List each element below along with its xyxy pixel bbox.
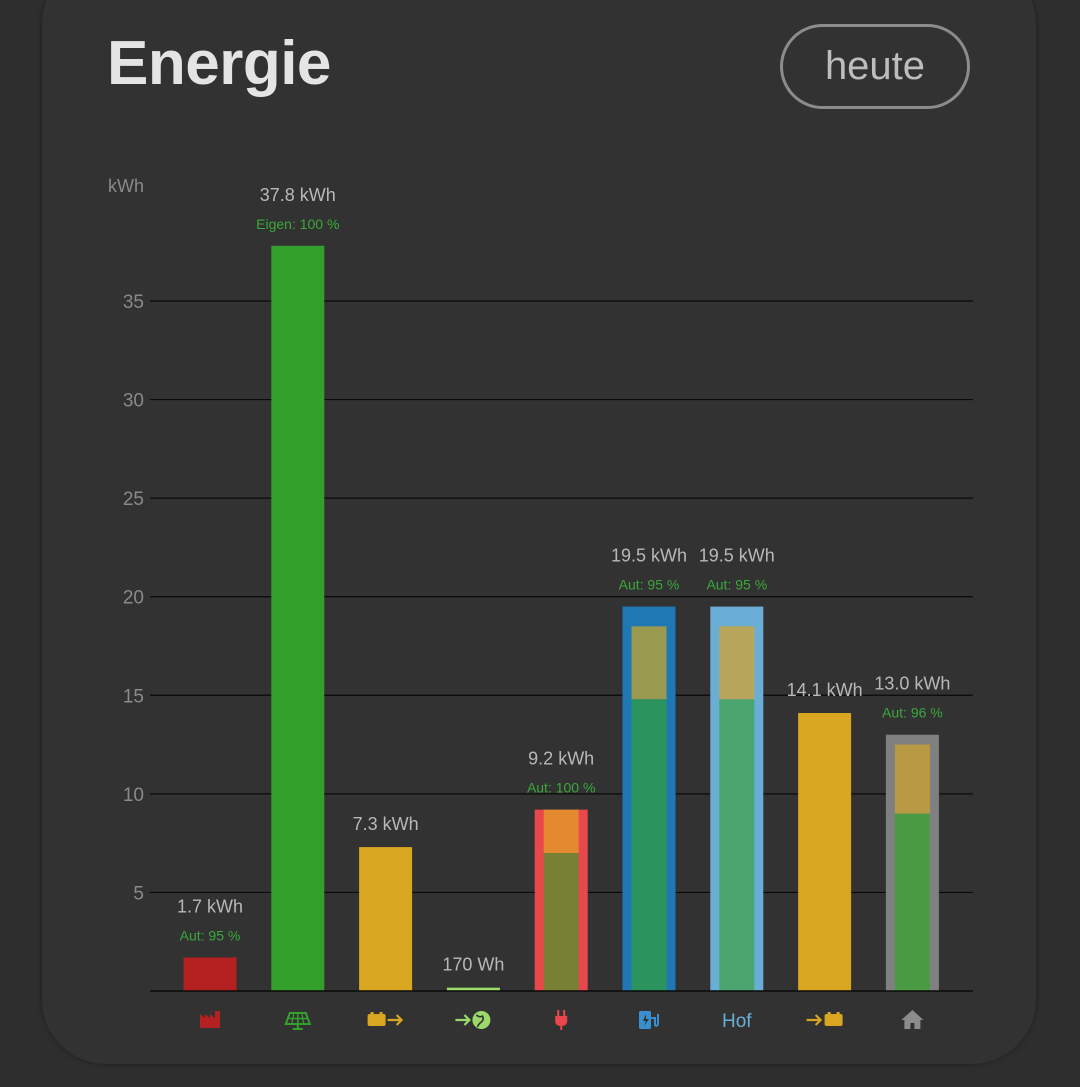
bar-value-label: 170 Wh xyxy=(442,955,504,975)
solar-panel-icon[interactable] xyxy=(284,1012,312,1030)
bar-sub-label: Eigen: 100 % xyxy=(256,216,339,232)
y-tick-label: 10 xyxy=(123,785,144,806)
bar-value-label: 7.3 kWh xyxy=(353,814,419,834)
category-label-hof[interactable]: Hof xyxy=(722,1011,752,1032)
bar-sub-label: Aut: 100 % xyxy=(527,780,596,796)
y-tick-label: 5 xyxy=(133,883,144,904)
bar-value-label: 9.2 kWh xyxy=(528,749,594,769)
bar-value-label: 13.0 kWh xyxy=(874,674,950,694)
bar-sub-label: Aut: 96 % xyxy=(882,705,943,721)
bar[interactable] xyxy=(798,713,852,991)
bar-value-label: 19.5 kWh xyxy=(699,546,775,566)
bar-segment[interactable] xyxy=(631,626,667,700)
bar[interactable] xyxy=(446,987,500,991)
bar[interactable] xyxy=(359,847,413,991)
bar-value-label: 19.5 kWh xyxy=(611,546,687,566)
bar-segment[interactable] xyxy=(631,699,667,991)
y-tick-label: 25 xyxy=(123,489,144,510)
battery-charge-icon[interactable] xyxy=(806,1012,843,1026)
y-tick-label: 15 xyxy=(123,686,144,707)
bar-segment[interactable] xyxy=(543,853,579,991)
bar-sub-label: Aut: 95 % xyxy=(619,577,680,593)
home-icon[interactable] xyxy=(901,1010,924,1029)
y-tick-label: 35 xyxy=(123,292,144,313)
page-title: Energie xyxy=(107,29,331,98)
bar-segment[interactable] xyxy=(894,813,930,991)
bar[interactable] xyxy=(271,245,325,992)
ev-charger-icon[interactable] xyxy=(639,1011,659,1029)
bar-value-label: 14.1 kWh xyxy=(787,680,863,700)
bar-value-label: 37.8 kWh xyxy=(260,185,336,205)
battery-discharge-icon[interactable] xyxy=(367,1012,404,1026)
y-axis-label: kWh xyxy=(108,176,144,196)
bar-segment[interactable] xyxy=(719,699,755,991)
y-tick-label: 20 xyxy=(123,588,144,609)
bar-segment[interactable] xyxy=(543,809,579,853)
y-tick-label: 30 xyxy=(123,391,144,412)
factory-icon[interactable] xyxy=(200,1011,220,1028)
bar-sub-label: Aut: 95 % xyxy=(180,927,241,943)
period-selector-button[interactable]: heute xyxy=(780,24,970,109)
bar-value-label: 1.7 kWh xyxy=(177,896,243,916)
grid-export-icon[interactable] xyxy=(455,1011,491,1029)
bar-sub-label: Aut: 95 % xyxy=(706,577,767,593)
bar-segment[interactable] xyxy=(719,626,755,700)
bar[interactable] xyxy=(183,957,237,991)
plug-icon[interactable] xyxy=(555,1010,568,1030)
bar-segment[interactable] xyxy=(894,744,930,814)
